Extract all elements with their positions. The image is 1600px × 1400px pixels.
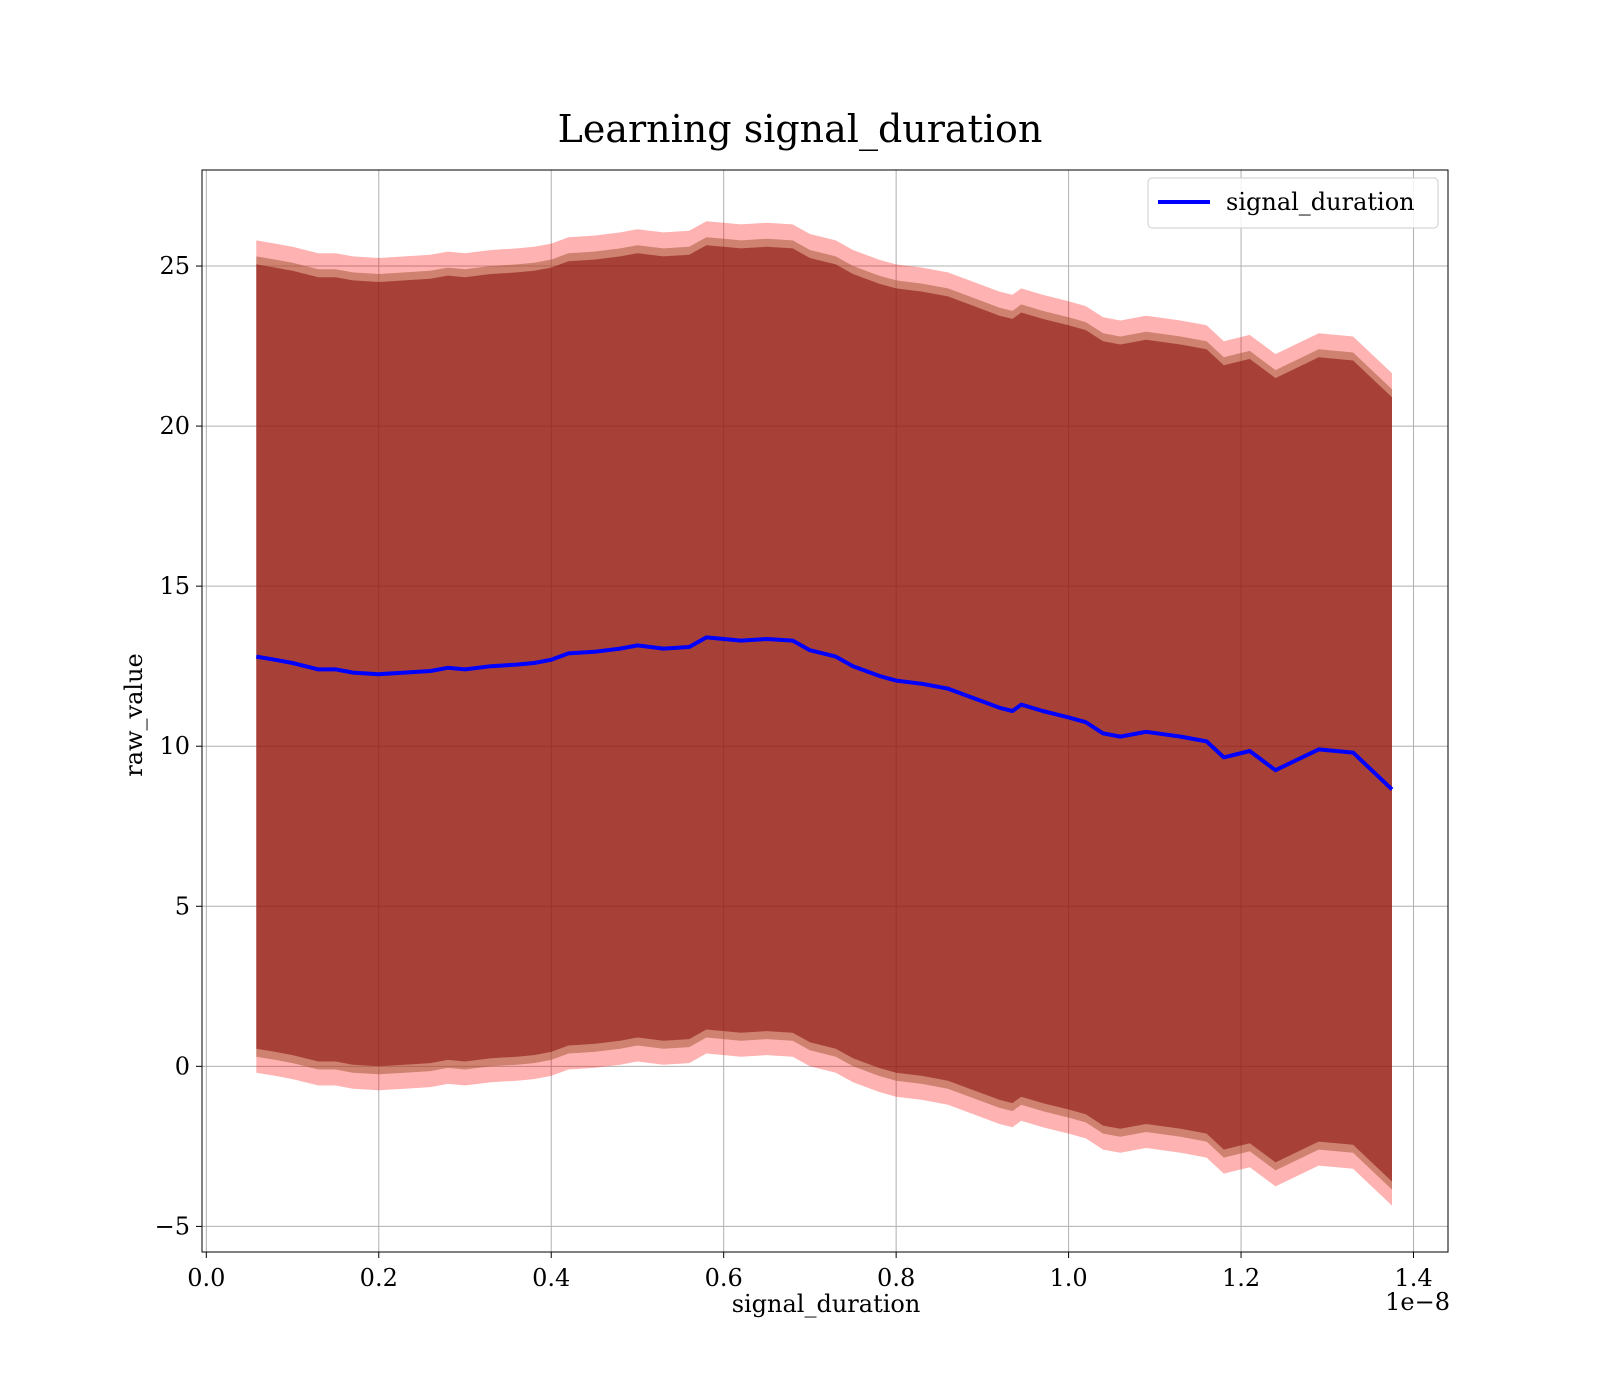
band-inner <box>256 245 1392 1182</box>
y-tick-label: 0 <box>175 1052 190 1080</box>
x-axis-label: signal_duration <box>732 1290 921 1318</box>
x-tick-label: 0.4 <box>532 1264 570 1292</box>
plot-frame <box>201 169 1449 1253</box>
x-tick-label: 1.2 <box>1222 1264 1260 1292</box>
legend-box <box>1147 177 1439 229</box>
bands <box>256 221 1392 1206</box>
y-tick-label: 10 <box>159 732 190 760</box>
x-tick-label: 1.4 <box>1394 1264 1432 1292</box>
y-tick-label: 15 <box>159 572 190 600</box>
legend-entry: signal_duration <box>1226 188 1415 216</box>
x-tick-label: 1.0 <box>1050 1264 1088 1292</box>
y-tick-label: 25 <box>159 252 190 280</box>
x-ticks: 0.0 0.2 0.4 0.6 0.8 1.0 1.2 1.4 <box>187 1252 1433 1292</box>
series-lines <box>255 635 1394 791</box>
y-tick-label: 20 <box>159 412 190 440</box>
x-offset-label: 1e−8 <box>1385 1288 1450 1316</box>
chart-title: Learning signal_duration <box>558 107 1043 152</box>
x-tick-label: 0.0 <box>187 1264 225 1292</box>
y-tick-label: −5 <box>155 1212 190 1240</box>
x-tick-label: 0.2 <box>360 1264 398 1292</box>
y-tick-label: 5 <box>175 892 190 920</box>
x-tick-label: 0.8 <box>877 1264 915 1292</box>
x-tick-label: 0.6 <box>705 1264 743 1292</box>
legend: signal_duration <box>1147 177 1439 229</box>
y-axis-label: raw_value <box>120 653 148 777</box>
series-line-signal-duration <box>255 635 1394 791</box>
y-ticks: −5 0 5 10 15 20 25 <box>155 252 202 1240</box>
